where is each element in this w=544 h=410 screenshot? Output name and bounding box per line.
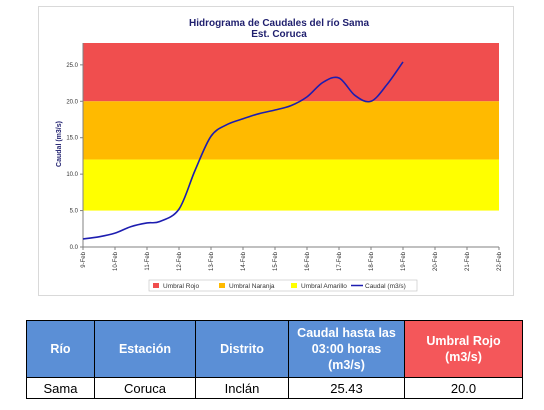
header-caudal: Caudal hasta las 03:00 horas (m3/s) bbox=[288, 320, 405, 378]
chart-subtitle: Est. Coruca bbox=[251, 29, 307, 40]
y-axis-label: Caudal (m3/s) bbox=[56, 121, 63, 167]
x-tick-label: 14-Feb bbox=[241, 251, 247, 271]
header-estacion: Estación bbox=[94, 320, 196, 378]
x-tick-label: 15-Feb bbox=[273, 251, 279, 271]
cell-rio: Sama bbox=[26, 377, 95, 399]
y-tick-label: 20.0 bbox=[66, 99, 78, 105]
legend-label: Caudal (m3/s) bbox=[365, 283, 406, 290]
y-tick-label: 15.0 bbox=[66, 136, 78, 142]
series-line-caudal bbox=[82, 61, 404, 240]
y-tick-label: 0.0 bbox=[70, 245, 79, 251]
band-2 bbox=[83, 159, 499, 211]
cell-umbral-rojo: 20.0 bbox=[404, 377, 523, 399]
x-tick-label: 12-Feb bbox=[177, 251, 183, 271]
header-distrito: Distrito bbox=[195, 320, 289, 378]
cell-distrito: Inclán bbox=[195, 377, 289, 399]
x-tick-label: 16-Feb bbox=[305, 251, 311, 271]
chart-title: Hidrograma de Caudales del río Sama bbox=[189, 18, 369, 29]
header-rio: Río bbox=[26, 320, 95, 378]
x-tick-label: 19-Feb bbox=[401, 251, 407, 271]
y-tick-label: 5.0 bbox=[70, 209, 79, 215]
band-0 bbox=[83, 43, 499, 102]
x-tick-label: 22-Feb bbox=[497, 251, 503, 271]
x-tick-label: 13-Feb bbox=[209, 251, 215, 271]
cell-estacion: Coruca bbox=[94, 377, 196, 399]
y-tick-label: 10.0 bbox=[66, 172, 78, 178]
x-tick-label: 21-Feb bbox=[465, 251, 471, 271]
band-1 bbox=[83, 101, 499, 160]
x-tick-label: 10-Feb bbox=[113, 251, 119, 271]
legend-swatch bbox=[291, 283, 297, 288]
y-tick-label: 25.0 bbox=[66, 63, 78, 69]
x-tick-label: 11-Feb bbox=[145, 251, 151, 270]
legend-swatch bbox=[219, 283, 225, 288]
axes bbox=[80, 43, 500, 250]
legend-label: Umbral Naranja bbox=[229, 283, 275, 290]
legend-swatch bbox=[153, 283, 159, 288]
series-layer bbox=[82, 61, 404, 240]
tick-labels: 0.0 5.0 10.0 15.0 20.0 25.0 9-Feb 10-Feb 11-Feb 1… bbox=[66, 63, 503, 271]
legend-label: Umbral Amarillo bbox=[301, 283, 347, 290]
table-row: Sama Coruca Inclán 25.43 20.0 bbox=[26, 377, 523, 399]
x-tick-label: 9-Feb bbox=[81, 251, 87, 267]
legend: Umbral Rojo Umbral Naranja Umbral Amarillo… bbox=[148, 279, 418, 292]
hydrograph-chart: Hidrograma de Caudales del río Sama Est.… bbox=[56, 18, 503, 292]
x-tick-label: 18-Feb bbox=[369, 251, 375, 271]
legend-label: Umbral Rojo bbox=[163, 283, 200, 290]
header-umbral-rojo: Umbral Rojo (m3/s) bbox=[404, 320, 523, 378]
x-tick-label: 17-Feb bbox=[337, 251, 343, 271]
cell-caudal: 25.43 bbox=[288, 377, 405, 399]
summary-table: Río Estación Distrito Caudal hasta las 0… bbox=[26, 320, 523, 399]
x-tick-label: 20-Feb bbox=[433, 251, 439, 271]
legend-box bbox=[148, 279, 418, 292]
chart-frame: Hidrograma de Caudales del río Sama Est.… bbox=[38, 6, 514, 296]
threshold-bands bbox=[83, 43, 499, 247]
table-header-row: Río Estación Distrito Caudal hasta las 0… bbox=[26, 320, 523, 378]
